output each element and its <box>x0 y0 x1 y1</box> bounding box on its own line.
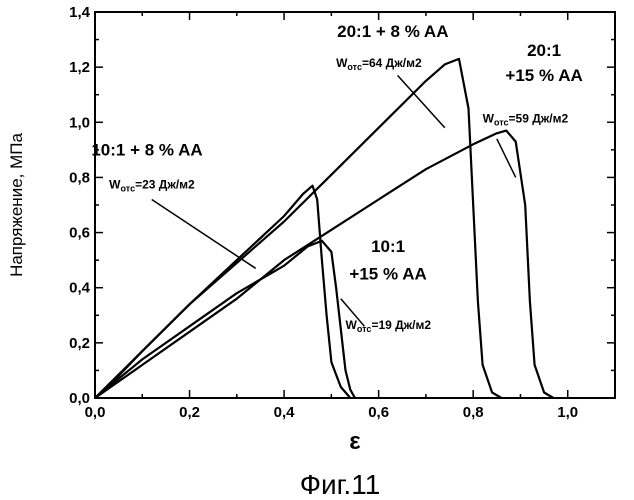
y-tick-label: 0,2 <box>69 335 90 352</box>
series-annotation: 20:1 <box>527 41 561 60</box>
figure-caption: Фиг.11 <box>300 469 381 500</box>
y-tick-label: 1,0 <box>69 114 90 131</box>
y-tick-label: 0,6 <box>69 225 90 242</box>
series-line-2 <box>95 131 554 398</box>
x-tick-label: 0,6 <box>368 404 389 421</box>
y-tick-label: 0,4 <box>69 280 91 297</box>
x-axis-label: ε <box>349 428 360 455</box>
series-annotation: 10:1 <box>371 237 405 256</box>
energy-annotation: Wотс=64 Дж/м2 <box>336 56 422 72</box>
series-annotation: 20:1 + 8 % AA <box>337 22 448 41</box>
y-tick-label: 1,2 <box>69 59 90 76</box>
x-tick-label: 0,4 <box>274 404 296 421</box>
series-annotation: 10:1 + 8 % AA <box>91 140 202 159</box>
x-tick-label: 0,2 <box>179 404 200 421</box>
series-annotation: +15 % AA <box>349 264 426 283</box>
y-tick-label: 0,0 <box>69 390 90 407</box>
energy-annotation: Wотс=59 Дж/м2 <box>483 111 569 127</box>
series-line-1 <box>95 59 502 398</box>
series-annotation: +15 % AA <box>505 66 582 85</box>
leader-line <box>497 139 516 178</box>
y-axis-label: Напряжение, МПа <box>7 133 26 277</box>
x-tick-label: 0,8 <box>463 404 484 421</box>
leader-line <box>152 199 256 268</box>
y-tick-label: 0,8 <box>69 169 90 186</box>
energy-annotation: Wотс=19 Дж/м2 <box>346 318 432 334</box>
y-tick-label: 1,4 <box>69 4 91 21</box>
energy-annotation: Wотс=23 Дж/м2 <box>109 177 195 193</box>
series-line-4 <box>95 241 355 398</box>
x-tick-label: 1,0 <box>557 404 578 421</box>
data-curves <box>95 59 554 398</box>
